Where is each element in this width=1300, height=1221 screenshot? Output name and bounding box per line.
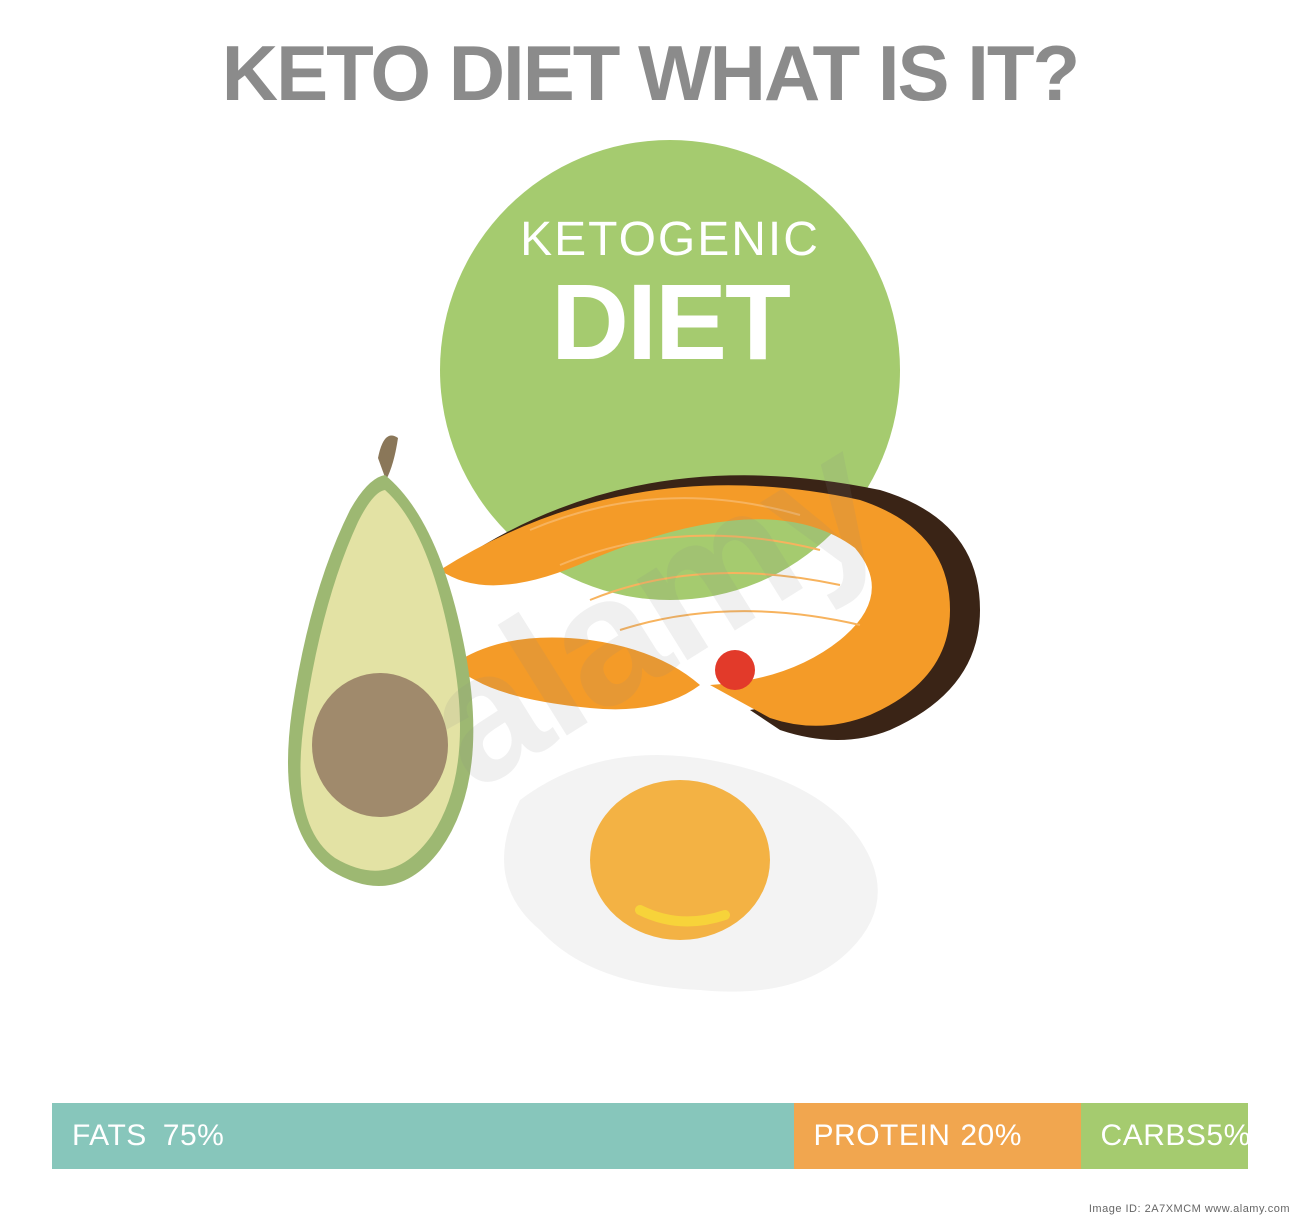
- macro-bar: FATS 75% PROTEIN 20% CARBS 5%: [52, 1103, 1248, 1169]
- page-title: KETO DIET WHAT IS IT?: [222, 28, 1078, 119]
- salmon-icon: [440, 475, 980, 740]
- macro-carbs-label: CARBS: [1101, 1119, 1207, 1153]
- macro-fats-value: 75%: [163, 1119, 225, 1153]
- macro-protein: PROTEIN 20%: [794, 1103, 1081, 1169]
- egg-icon: [504, 755, 878, 992]
- macro-protein-label: PROTEIN: [814, 1119, 951, 1153]
- macro-carbs: CARBS 5%: [1081, 1103, 1248, 1169]
- footer-image-id: Image ID: 2A7XMCM www.alamy.com: [1089, 1203, 1290, 1215]
- avocado-icon: [288, 436, 473, 887]
- macro-fats-label: FATS: [72, 1119, 147, 1153]
- macro-carbs-value: 5%: [1206, 1119, 1250, 1153]
- badge-line2: DIET: [551, 259, 789, 384]
- food-illustration: [280, 430, 1020, 1030]
- macro-fats: FATS 75%: [52, 1103, 794, 1169]
- macro-protein-value: 20%: [960, 1119, 1022, 1153]
